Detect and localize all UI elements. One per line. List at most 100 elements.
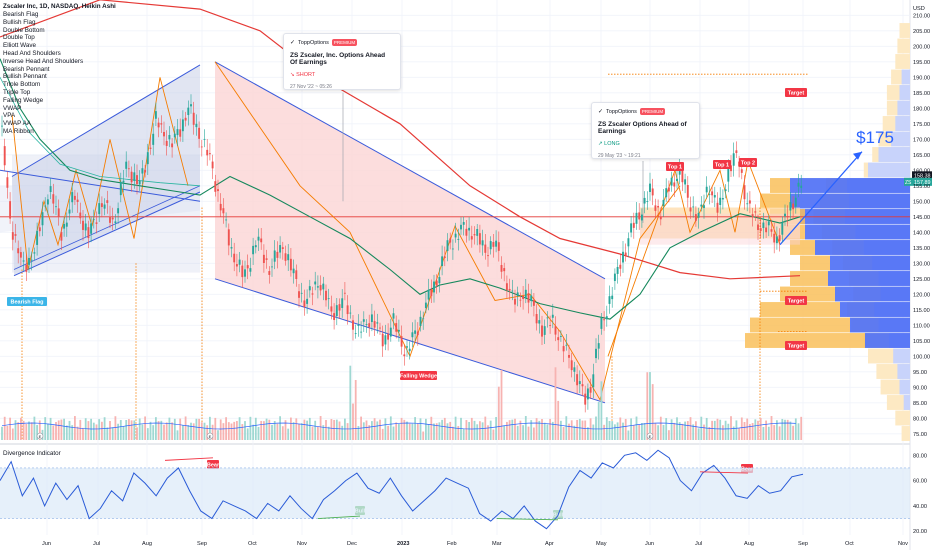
- card-title[interactable]: ZS Zscaler, Inc. Options Ahead Of Earnin…: [290, 52, 386, 66]
- candle-body: [622, 251, 624, 263]
- volume-bar: [506, 421, 508, 440]
- candle-body: [573, 367, 576, 372]
- target-label-bg: [785, 296, 807, 305]
- volume-bar: [584, 420, 587, 440]
- volume-bar: [362, 422, 365, 440]
- candle-body: [146, 152, 149, 165]
- candles[interactable]: [1, 94, 803, 413]
- volume-bar: [192, 423, 195, 440]
- candle-body: [6, 177, 9, 188]
- volume-bar: [492, 429, 495, 440]
- candle-body: [122, 180, 125, 183]
- candle-body: [762, 222, 765, 228]
- legend-indicator[interactable]: Double Top: [3, 34, 35, 42]
- legend-indicator[interactable]: Bearish Flag: [3, 11, 39, 18]
- candle-body: [619, 264, 622, 269]
- volume-bar: [414, 417, 416, 440]
- candle-body: [341, 298, 344, 308]
- candle-body: [705, 186, 708, 193]
- y-tick-label: 165.00: [913, 153, 930, 159]
- volume-bar: [425, 418, 427, 440]
- legend-indicator[interactable]: Head And Shoulders: [3, 50, 61, 57]
- idea-card-short[interactable]: ✓ ToppOptions PREMIUM ZS Zscaler, Inc. Opt…: [283, 33, 401, 90]
- candle-body: [649, 183, 651, 193]
- y-tick-label: 110.00: [913, 323, 930, 329]
- volume-bar: [28, 421, 30, 440]
- volume-bar: [457, 426, 460, 440]
- y-tick-label: 140.00: [913, 230, 930, 236]
- idea-card-long[interactable]: ✓ ToppOptions PREMIUM ZS Zscaler Options A…: [591, 102, 700, 159]
- candle-body: [238, 259, 241, 265]
- y-tick-label: 155.00: [913, 184, 930, 190]
- volume-bar: [719, 419, 722, 440]
- candle-body: [643, 197, 646, 204]
- osc-y-tick-label: 60.00: [913, 479, 927, 485]
- legend-indicator[interactable]: MA Ribbon: [3, 128, 34, 135]
- volume-profile-value-area: [815, 240, 910, 255]
- legend-indicator[interactable]: Bullish Pennant: [3, 73, 47, 81]
- candle-body: [449, 238, 452, 243]
- candle-body: [708, 193, 711, 195]
- legend-indicator[interactable]: Double Bottom: [3, 26, 45, 34]
- volume-bar: [327, 426, 330, 440]
- candle-body: [230, 247, 233, 249]
- legend-indicator[interactable]: Elliott Wave: [3, 42, 37, 50]
- volume-bar: [641, 422, 643, 440]
- volume-bar: [111, 427, 114, 440]
- candle-body: [138, 180, 141, 185]
- candle-body: [721, 197, 724, 200]
- volume-bar: [519, 420, 522, 440]
- legend-indicator[interactable]: VWAP: [3, 104, 22, 112]
- flag-lower-line: [13, 191, 201, 277]
- ma-ribbon-line: [0, 77, 201, 187]
- wedge-lower-line: [214, 278, 606, 404]
- x-tick-label: Jun: [645, 541, 654, 547]
- candle-body: [76, 199, 79, 202]
- symbol-title[interactable]: Zscaler Inc, 1D, NASDAQ, Heikin Ashi: [3, 3, 116, 10]
- legend-indicator[interactable]: Bearish Pennant: [3, 65, 50, 73]
- card-brand: ToppOptions: [298, 39, 329, 46]
- volume-bar: [746, 418, 749, 440]
- candle-body: [789, 202, 792, 211]
- volume-bar: [562, 426, 565, 440]
- volume-bar: [786, 419, 789, 440]
- candle-body: [497, 242, 500, 251]
- candle-body: [184, 117, 187, 121]
- volume-bar: [244, 421, 246, 440]
- volume-bar: [9, 417, 11, 440]
- volume-bar: [587, 427, 589, 440]
- candle-body: [433, 281, 435, 293]
- candle-body: [152, 133, 155, 145]
- candle-body: [627, 238, 630, 247]
- candle-body: [397, 329, 400, 332]
- candle-body: [597, 343, 600, 349]
- volume-bar: [770, 416, 773, 440]
- candle-body: [149, 147, 152, 149]
- candle-body: [330, 306, 333, 312]
- candle-body: [535, 314, 538, 324]
- candle-body: [11, 232, 14, 240]
- candle-body: [414, 330, 417, 334]
- candle-body: [346, 305, 349, 315]
- candle-body: [117, 208, 120, 214]
- candle-body: [408, 348, 411, 352]
- candle-body: [446, 240, 449, 252]
- candle-body: [190, 104, 192, 107]
- volume-bar: [608, 420, 611, 440]
- legend-indicator[interactable]: Bullish Flag: [3, 18, 36, 26]
- candle-body: [616, 266, 619, 274]
- legend-indicator[interactable]: VWAP AA: [3, 120, 31, 128]
- candle-body: [217, 189, 219, 192]
- card-title[interactable]: ZS Zscaler Options Ahead of Earnings: [598, 121, 687, 135]
- legend-indicator[interactable]: Falling Wedge: [3, 96, 44, 104]
- volume-bar: [743, 421, 746, 440]
- volume-bar: [659, 416, 662, 440]
- legend-indicator[interactable]: Triple Bottom: [3, 81, 41, 89]
- candle-body: [484, 244, 487, 253]
- legend-indicator[interactable]: Inverse Head And Shoulders: [3, 57, 84, 65]
- y-tick-label: 210.00: [913, 13, 930, 19]
- candle-body: [308, 286, 311, 291]
- legend-indicator[interactable]: Triple Top: [3, 89, 31, 96]
- legend-indicator[interactable]: VPA: [3, 112, 16, 120]
- volume-profile-row: [903, 395, 910, 410]
